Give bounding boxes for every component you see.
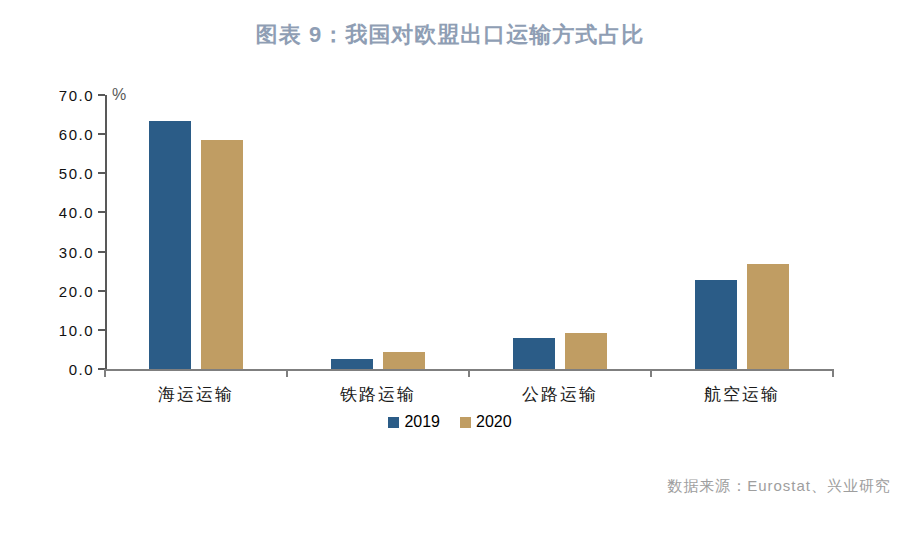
y-axis-tick xyxy=(98,94,105,96)
legend-label: 2020 xyxy=(476,413,512,431)
legend-item-2020: 2020 xyxy=(460,413,512,431)
legend-label: 2019 xyxy=(404,413,440,431)
bar-2019-cat1 xyxy=(331,359,373,369)
bar-2019-cat3 xyxy=(695,280,737,369)
x-axis-tick xyxy=(104,369,106,377)
bar-2020-cat1 xyxy=(383,352,425,369)
category-label-0: 海运运输 xyxy=(158,383,234,406)
y-axis-tick-label: 20.0 xyxy=(28,282,94,299)
source-note: 数据来源：Eurostat、兴业研究 xyxy=(667,477,891,496)
y-axis-tick xyxy=(98,251,105,253)
bar-2019-cat2 xyxy=(513,338,555,369)
category-label-1: 铁路运输 xyxy=(340,383,416,406)
y-axis-tick-label: 10.0 xyxy=(28,321,94,338)
y-axis-tick-label: 40.0 xyxy=(28,204,94,221)
legend-item-2019: 2019 xyxy=(388,413,440,431)
legend-swatch-icon xyxy=(388,417,399,428)
legend: 2019 2020 xyxy=(0,413,900,431)
x-axis-tick xyxy=(832,369,834,377)
category-label-2: 公路运输 xyxy=(522,383,598,406)
x-axis-tick xyxy=(650,369,652,377)
y-axis-unit-label: % xyxy=(112,86,126,104)
y-axis-tick-label: 30.0 xyxy=(28,243,94,260)
y-axis-tick xyxy=(98,172,105,174)
y-axis-tick xyxy=(98,133,105,135)
chart-title: 图表 9：我国对欧盟出口运输方式占比 xyxy=(0,20,900,50)
y-axis-tick-label: 60.0 xyxy=(28,126,94,143)
y-axis-tick xyxy=(98,211,105,213)
chart-figure: 图表 9：我国对欧盟出口运输方式占比 % 0.0 10.0 20.0 30.0 40.0… xyxy=(0,0,900,541)
x-axis-tick xyxy=(286,369,288,377)
y-axis-tick-label: 0.0 xyxy=(28,361,94,378)
y-axis-tick xyxy=(98,329,105,331)
y-axis-tick-label: 50.0 xyxy=(28,165,94,182)
legend-swatch-icon xyxy=(460,417,471,428)
bar-2019-cat0 xyxy=(149,121,191,369)
x-axis-tick xyxy=(468,369,470,377)
bar-2020-cat2 xyxy=(565,333,607,369)
bar-2020-cat0 xyxy=(201,140,243,369)
y-axis-tick-label: 70.0 xyxy=(28,87,94,104)
bar-2020-cat3 xyxy=(747,264,789,369)
y-axis-tick xyxy=(98,290,105,292)
y-axis-line xyxy=(105,95,107,370)
category-label-3: 航空运输 xyxy=(704,383,780,406)
